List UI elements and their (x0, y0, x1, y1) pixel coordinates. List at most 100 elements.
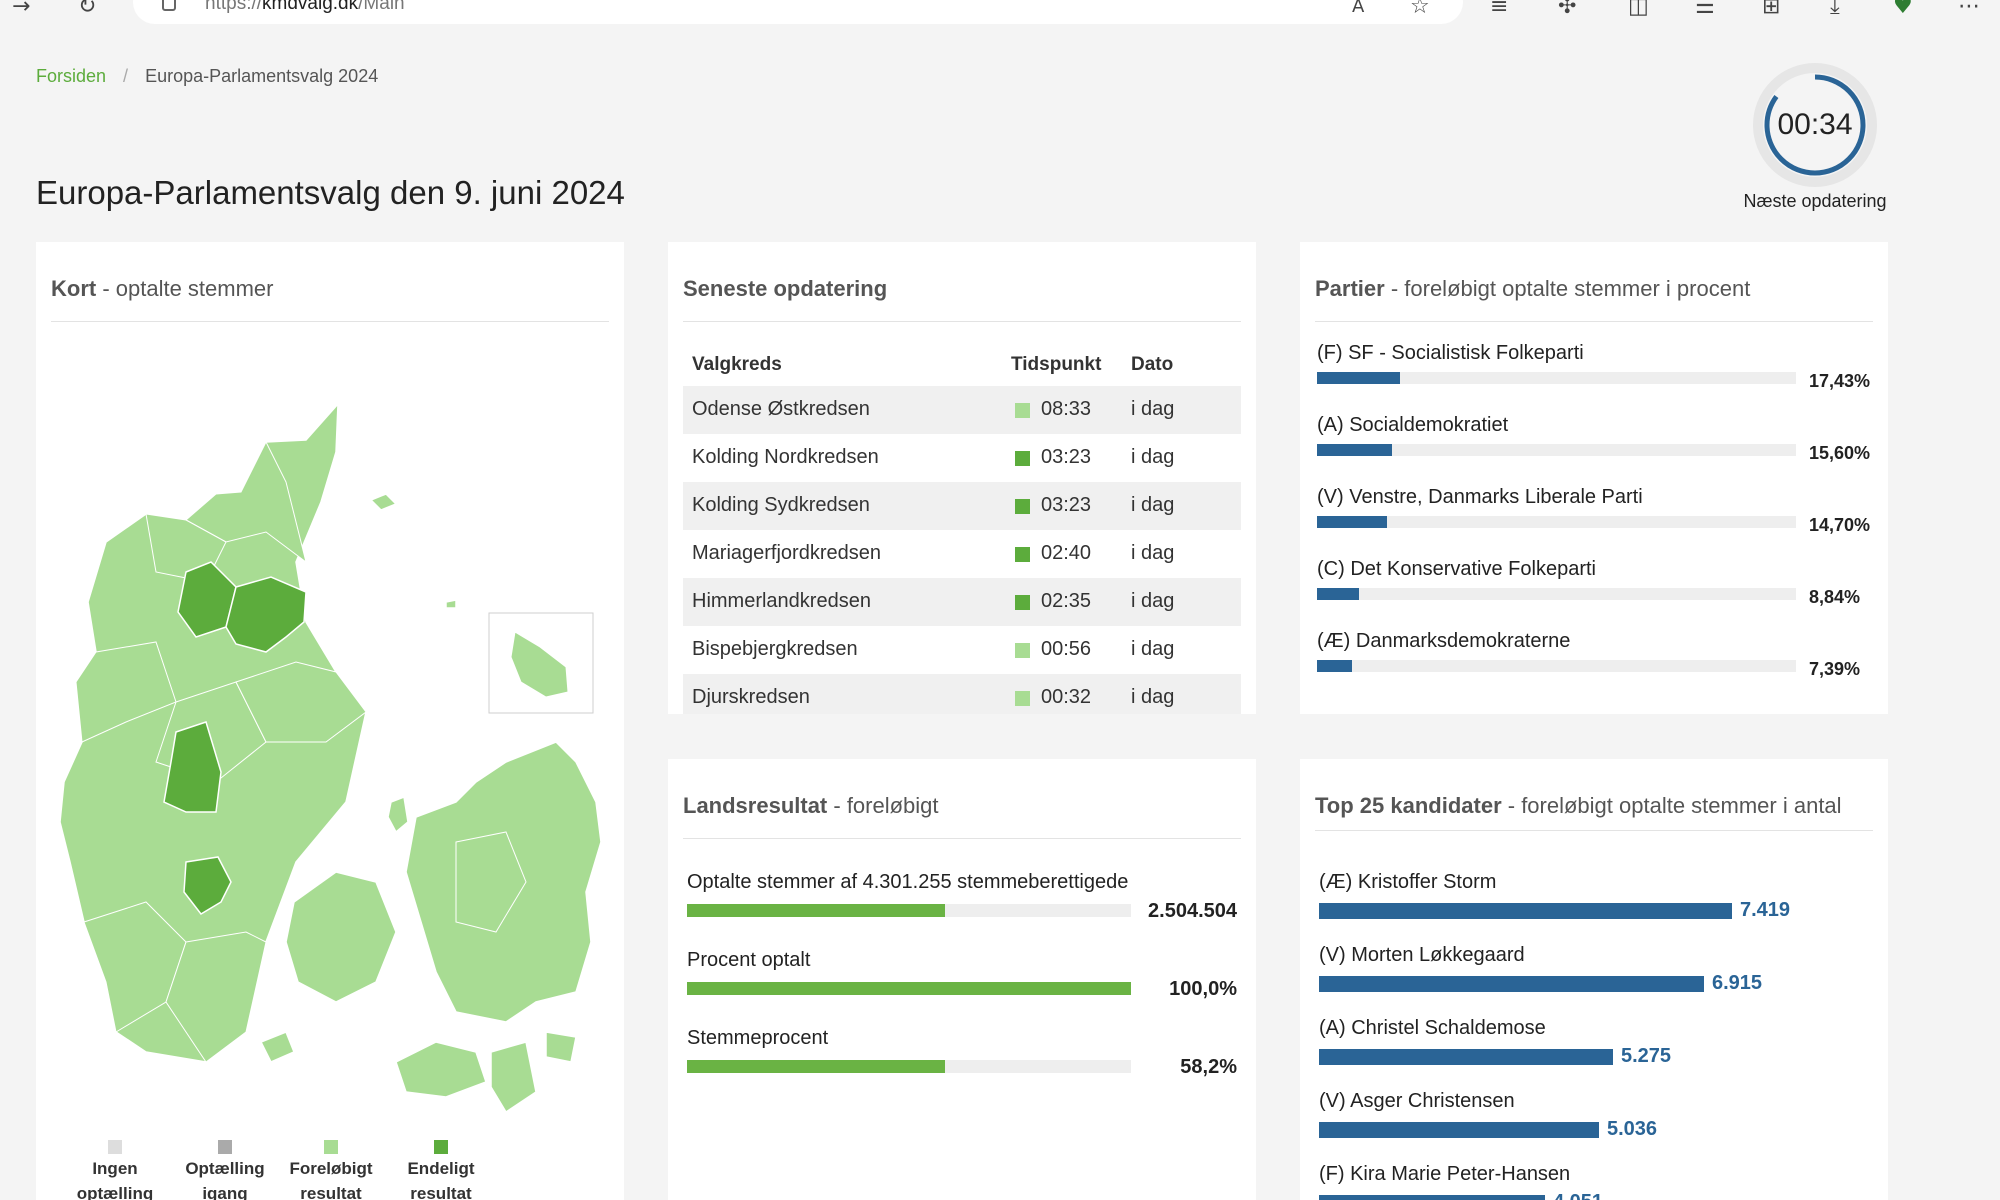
party-row[interactable]: (C) Det Konservative Folkeparti 8,84% (1317, 558, 1877, 618)
parties-title: Partier - foreløbigt optalte stemmer i p… (1315, 272, 1873, 322)
candidates-title-rest: - foreløbigt optalte stemmer i antal (1501, 793, 1842, 818)
candidates-title: Top 25 kandidater - foreløbigt optalte s… (1315, 789, 1873, 831)
party-bar-track (1317, 660, 1796, 672)
parties-panel: Partier - foreløbigt optalte stemmer i p… (1300, 242, 1888, 714)
legend-label-line2: resultat (300, 1184, 362, 1200)
lands-panel: Landsresultat - foreløbigt Optalte stemm… (668, 759, 1256, 1200)
table-row[interactable]: Djurskredsen 00:32 i dag (683, 674, 1241, 714)
table-row[interactable]: Bispebjergkredsen 00:56 i dag (683, 626, 1241, 674)
lands-row: Optalte stemmer af 4.301.255 stemmeberet… (687, 871, 1237, 941)
status-square-icon (1015, 499, 1030, 514)
candidate-row[interactable]: (V) Asger Christensen 5.036 (1319, 1090, 1879, 1154)
table-row[interactable]: Himmerlandkredsen 02:35 i dag (683, 578, 1241, 626)
candidates-panel: Top 25 kandidater - foreløbigt optalte s… (1300, 759, 1888, 1200)
split-screen-icon[interactable]: ◫ (1628, 0, 1649, 19)
party-name: (F) SF - Socialistisk Folkeparti (1317, 342, 1584, 364)
map-region-zealand-2 (455, 831, 527, 933)
legend-label-line1: Endeligt (407, 1159, 475, 1178)
read-aloud-icon[interactable]: A (1352, 0, 1365, 17)
party-bar-track (1317, 372, 1796, 384)
row-valgkreds: Kolding Nordkredsen (692, 446, 879, 468)
table-row[interactable]: Kolding Sydkredsen 03:23 i dag (683, 482, 1241, 530)
back-arrow-icon[interactable]: → (12, 0, 31, 19)
collections-icon[interactable]: ⊞ (1762, 0, 1781, 19)
header-valgkreds[interactable]: Valgkreds (692, 354, 782, 375)
status-square-icon (1015, 643, 1030, 658)
party-bar-track (1317, 516, 1796, 528)
party-row[interactable]: (A) Socialdemokratiet 15,60% (1317, 414, 1877, 474)
table-row[interactable]: Mariagerfjordkredsen 02:40 i dag (683, 530, 1241, 578)
candidate-row[interactable]: (F) Kira Marie Peter-Hansen 4.051 (1319, 1163, 1879, 1200)
favorites-list-icon[interactable]: ☰ (1695, 0, 1715, 19)
denmark-map[interactable] (36, 242, 624, 1200)
status-square-icon (1015, 691, 1030, 706)
legend-label-line1: Optælling (185, 1159, 265, 1178)
more-menu-icon[interactable]: ⋯ (1958, 0, 1980, 19)
reading-view-icon[interactable]: ≡ (1490, 0, 1509, 19)
lands-title: Landsresultat - foreløbigt (683, 789, 1241, 839)
legend-item: Endeligt resultat (376, 1140, 506, 1200)
candidate-row[interactable]: (V) Morten Løkkegaard 6.915 (1319, 944, 1879, 1008)
lands-bar-fill (687, 982, 1131, 995)
status-square-icon (1015, 451, 1030, 466)
parties-title-bold: Partier (1315, 276, 1385, 301)
legend-label-line1: Foreløbigt (289, 1159, 373, 1178)
timer-ring-progress (1764, 74, 1866, 176)
table-row[interactable]: Kolding Nordkredsen 03:23 i dag (683, 434, 1241, 482)
timer-value: 00:34 (1777, 108, 1853, 141)
row-dato: i dag (1131, 494, 1175, 516)
lands-bar-track (687, 1060, 1131, 1073)
row-tidspunkt: 00:56 (1041, 638, 1092, 660)
candidate-name: (A) Christel Schaldemose (1319, 1017, 1546, 1039)
party-percent: 8,84% (1809, 587, 1861, 607)
lands-value: 100,0% (1169, 978, 1237, 1000)
extensions-icon[interactable]: ✣ (1558, 0, 1577, 19)
party-name: (C) Det Konservative Folkeparti (1317, 558, 1596, 580)
favorite-star-icon[interactable]: ☆ (1410, 0, 1430, 19)
legend-label-line2: resultat (410, 1184, 472, 1200)
map-region-mariagerfjord (225, 576, 307, 653)
legend-item: Foreløbigt resultat (266, 1140, 396, 1200)
url-domain: kmdvalg.dk (262, 0, 359, 14)
candidate-name: (V) Asger Christensen (1319, 1090, 1515, 1112)
party-row[interactable]: (F) SF - Socialistisk Folkeparti 17,43% (1317, 342, 1877, 402)
map-region-south-2 (165, 931, 267, 1063)
map-region-falster (490, 1041, 537, 1114)
legend-label-line2: optælling (76, 1184, 154, 1200)
url-text[interactable]: https://kmdvalg.dk/Main (205, 0, 405, 14)
downloads-icon[interactable]: ⤓ (1830, 0, 1840, 19)
address-bar[interactable] (133, 0, 1463, 24)
site-info-icon[interactable] (162, 0, 176, 11)
url-path: /Main (358, 0, 405, 14)
candidate-bar (1319, 1195, 1545, 1200)
row-dato: i dag (1131, 398, 1175, 420)
candidate-name: (Æ) Kristoffer Storm (1319, 871, 1497, 893)
party-name: (V) Venstre, Danmarks Liberale Parti (1317, 486, 1643, 508)
browser-essentials-icon[interactable]: ♥ (1893, 0, 1913, 19)
legend-swatch (108, 1140, 122, 1154)
reload-icon[interactable]: ↻ (78, 0, 97, 19)
party-row[interactable]: (V) Venstre, Danmarks Liberale Parti 14,7… (1317, 486, 1877, 546)
candidate-row[interactable]: (Æ) Kristoffer Storm 7.419 (1319, 871, 1879, 935)
map-panel-title: Kort - optalte stemmer (51, 272, 609, 322)
map-title-bold: Kort (51, 276, 97, 301)
latest-update-table: Valgkreds Tidspunkt Dato Odense Østkreds… (683, 342, 1241, 714)
party-bar-track (1317, 588, 1796, 600)
table-row[interactable]: Odense Østkredsen 08:33 i dag (683, 386, 1241, 434)
map-region-samso (387, 795, 409, 834)
party-bar-track (1317, 444, 1796, 456)
party-name: (A) Socialdemokratiet (1317, 414, 1509, 436)
lands-label: Optalte stemmer af 4.301.255 stemmeberet… (687, 871, 1129, 893)
header-tidspunkt[interactable]: Tidspunkt (1011, 354, 1102, 375)
breadcrumb-home-link[interactable]: Forsiden (36, 66, 107, 86)
latest-update-title: Seneste opdatering (683, 272, 1241, 322)
page-title: Europa-Parlamentsvalg den 9. juni 2024 (36, 174, 625, 211)
candidate-row[interactable]: (A) Christel Schaldemose 5.275 (1319, 1017, 1879, 1081)
row-tidspunkt: 02:35 (1041, 590, 1092, 612)
timer-ring (1753, 63, 1877, 187)
party-bar-fill (1317, 588, 1360, 600)
party-row[interactable]: (Æ) Danmarksdemokraterne 7,39% (1317, 630, 1877, 690)
legend-item: Ingen optælling (50, 1140, 180, 1200)
header-dato[interactable]: Dato (1131, 354, 1174, 375)
latest-title-text: Seneste opdatering (683, 276, 888, 301)
